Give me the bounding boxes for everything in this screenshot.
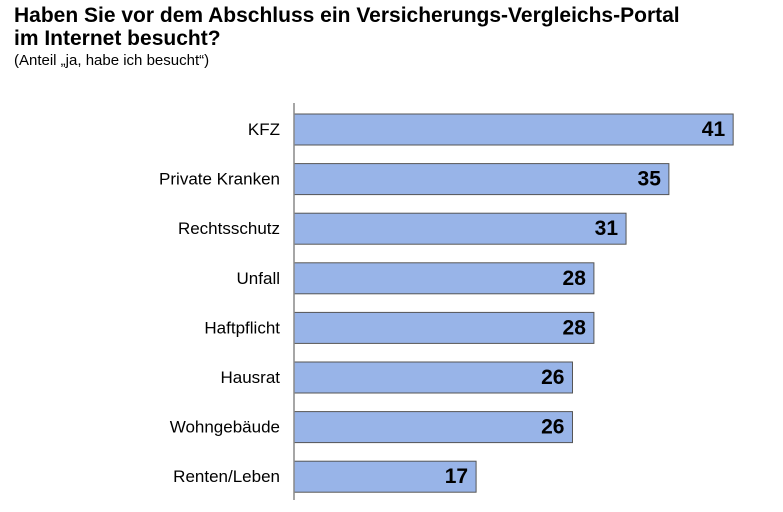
bar: [293, 460, 477, 493]
bar: [293, 163, 670, 196]
chart-title-line-1: Haben Sie vor dem Abschluss ein Versiche…: [14, 4, 680, 27]
chart-subtitle: (Anteil „ja, habe ich besucht“): [14, 52, 210, 69]
bar: [293, 311, 595, 344]
bar: [293, 262, 595, 295]
bar: [293, 411, 573, 444]
value-label: 26: [541, 366, 564, 389]
category-label: Private Kranken: [159, 170, 280, 189]
bar: [293, 361, 573, 394]
category-label: Rechtsschutz: [178, 219, 280, 238]
value-label: 17: [445, 465, 468, 488]
category-label: Haftpflicht: [204, 318, 280, 337]
value-label: 35: [638, 168, 662, 191]
chart-title: Haben Sie vor dem Abschluss ein Versiche…: [14, 4, 779, 50]
value-label: 28: [563, 316, 587, 339]
bar: [293, 212, 627, 245]
value-label: 31: [595, 217, 619, 240]
category-label: Renten/Leben: [173, 467, 280, 486]
value-label: 26: [541, 416, 564, 439]
category-label: Unfall: [237, 269, 280, 288]
value-label: 28: [563, 267, 587, 290]
value-label: 41: [702, 118, 726, 141]
category-label: KFZ: [248, 120, 280, 139]
bar: [293, 113, 734, 146]
category-label: Hausrat: [220, 368, 280, 387]
category-label: Wohngebäude: [170, 418, 280, 437]
chart-title-line-2: im Internet besucht?: [14, 27, 221, 50]
